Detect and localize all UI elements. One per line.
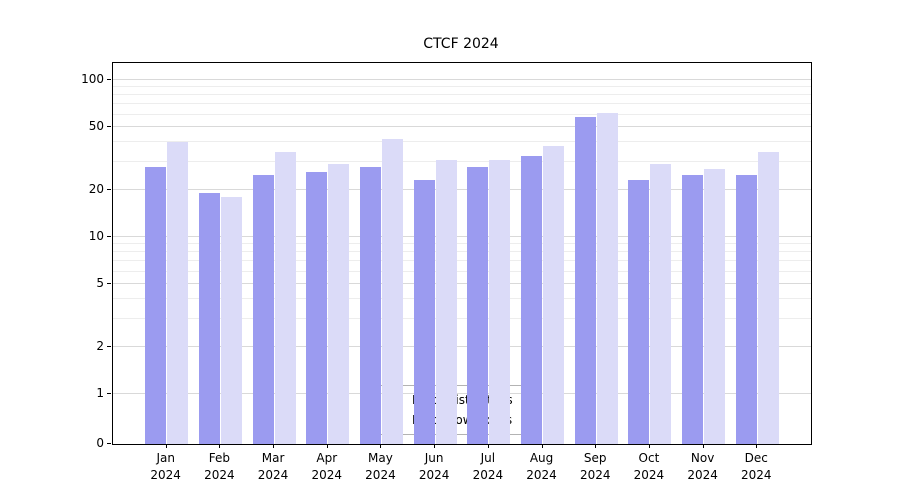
x-tick-label-jul: Jul 2024	[472, 451, 504, 482]
y-tick-label: 0	[96, 436, 104, 450]
bar-mar-distinct-ips	[252, 174, 274, 444]
x-tick-label-dec: Dec 2024	[741, 451, 772, 482]
bar-aug-distinct-ips	[521, 155, 543, 444]
minor-gridline	[113, 243, 811, 245]
bar-may-downloads	[381, 139, 403, 444]
x-tick-mark	[165, 444, 167, 448]
x-tick-label-aug: Aug 2024	[526, 451, 557, 482]
x-tick-label-oct: Oct 2024	[633, 451, 665, 482]
minor-gridline	[113, 86, 811, 88]
bar-dec-downloads	[757, 151, 779, 444]
bar-mar-downloads	[274, 151, 296, 444]
y-tick-label: 100	[81, 72, 104, 86]
plot-area: Nb of distinct IPs Nb of downloads	[112, 62, 812, 445]
x-tick-mark	[219, 444, 221, 448]
x-tick-mark	[434, 444, 436, 448]
y-tick-mark	[107, 188, 111, 190]
minor-gridline	[113, 260, 811, 262]
major-gridline	[113, 188, 811, 190]
minor-gridline	[113, 251, 811, 253]
major-gridline	[113, 236, 811, 237]
minor-gridline	[113, 318, 811, 320]
bar-apr-downloads	[328, 164, 350, 444]
bar-nov-downloads	[704, 169, 726, 444]
bar-jan-distinct-ips	[145, 166, 167, 444]
y-tick-mark	[107, 393, 111, 394]
x-tick-label-nov: Nov 2024	[687, 451, 718, 482]
minor-gridline	[113, 103, 811, 105]
bar-feb-distinct-ips	[198, 193, 220, 444]
x-tick-label-jun: Jun 2024	[418, 451, 450, 482]
bar-jul-distinct-ips	[467, 166, 489, 444]
major-gridline	[113, 126, 811, 128]
x-tick-label-apr: Apr 2024	[311, 451, 343, 482]
bar-oct-downloads	[650, 164, 672, 444]
y-tick-label: 5	[96, 276, 104, 291]
minor-gridline	[113, 161, 811, 163]
x-tick-label-jan: Jan 2024	[150, 451, 181, 482]
x-tick-label-may: May 2024	[365, 451, 396, 482]
y-tick-label: 2	[96, 338, 104, 353]
y-tick-mark	[107, 79, 111, 80]
x-tick-mark	[326, 444, 328, 448]
bar-oct-distinct-ips	[628, 180, 650, 444]
major-gridline	[113, 79, 811, 80]
x-tick-mark	[702, 444, 704, 448]
major-gridline	[113, 393, 811, 394]
bar-may-distinct-ips	[359, 166, 381, 444]
y-tick-mark	[107, 443, 111, 444]
bar-sep-distinct-ips	[574, 117, 596, 444]
y-tick-label: 1	[96, 386, 104, 400]
bar-sep-downloads	[596, 112, 618, 444]
x-tick-mark	[380, 444, 382, 448]
bar-jul-downloads	[489, 159, 511, 444]
x-tick-label-mar: Mar 2024	[257, 451, 289, 482]
minor-gridline	[113, 270, 811, 272]
y-tick-label: 10	[88, 229, 104, 243]
y-tick-mark	[107, 126, 111, 128]
minor-gridline	[113, 113, 811, 115]
y-tick-mark	[107, 283, 111, 285]
y-tick-label: 20	[88, 181, 104, 196]
x-tick-mark	[595, 444, 597, 448]
x-tick-label-sep: Sep 2024	[579, 451, 611, 482]
x-tick-mark	[756, 444, 758, 448]
major-gridline	[113, 345, 811, 347]
minor-gridline	[113, 94, 811, 96]
x-tick-mark	[541, 444, 543, 448]
bar-dec-distinct-ips	[735, 174, 757, 444]
x-tick-mark	[487, 444, 489, 448]
bar-jan-downloads	[167, 142, 189, 444]
chart-title: CTCF 2024	[423, 36, 499, 52]
bar-feb-downloads	[220, 196, 242, 444]
bar-aug-downloads	[543, 145, 565, 444]
bar-jun-downloads	[435, 159, 457, 444]
x-tick-mark	[273, 444, 275, 448]
minor-gridline	[113, 141, 811, 143]
x-tick-mark	[648, 444, 650, 448]
y-tick-label: 50	[88, 119, 104, 134]
y-tick-mark	[107, 236, 111, 237]
minor-gridline	[113, 298, 811, 300]
major-gridline	[113, 283, 811, 285]
y-tick-mark	[107, 345, 111, 347]
x-tick-label-feb: Feb 2024	[204, 451, 235, 482]
bar-apr-distinct-ips	[306, 171, 328, 444]
bar-jun-distinct-ips	[413, 180, 435, 444]
bar-nov-distinct-ips	[682, 174, 704, 444]
